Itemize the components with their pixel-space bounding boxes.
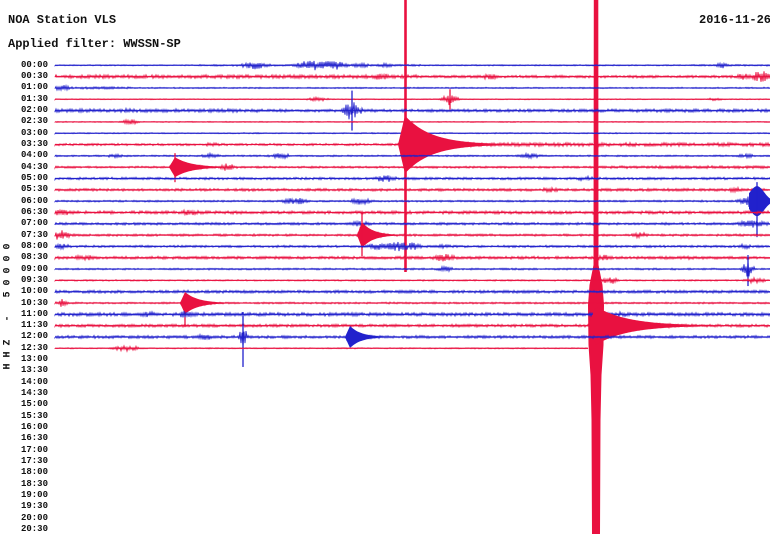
helicorder-trace [54, 84, 770, 92]
time-label: 16:00 [20, 422, 48, 433]
time-label: 09:00 [20, 263, 48, 274]
time-label: 06:30 [20, 206, 48, 217]
date-label: 2016-11-26 [699, 13, 770, 27]
time-label: 13:00 [20, 354, 48, 365]
time-label: 05:30 [20, 184, 48, 195]
helicorder-trace [54, 102, 770, 120]
time-label: 08:30 [20, 252, 48, 263]
time-label: 02:30 [20, 116, 48, 127]
time-label: 00:00 [20, 59, 48, 70]
filter-label: Applied filter: WWSSN-SP [8, 37, 181, 51]
time-label: 15:00 [20, 399, 48, 410]
time-label: 08:00 [20, 240, 48, 251]
time-label: 09:30 [20, 274, 48, 285]
helicorder-trace [54, 344, 589, 353]
time-label: 07:30 [20, 229, 48, 240]
time-label: 18:30 [20, 478, 48, 489]
helicorder-trace [54, 219, 770, 228]
helicorder-trace [54, 174, 770, 182]
time-label: 14:00 [20, 376, 48, 387]
helicorder-trace [54, 295, 770, 314]
time-label: 05:00 [20, 173, 48, 183]
time-label: 10:00 [20, 286, 48, 297]
helicorder-trace [54, 327, 770, 347]
time-label: 15:30 [20, 410, 48, 421]
time-label: 11:00 [20, 308, 48, 319]
event-envelope [355, 222, 397, 249]
helicorder-trace [54, 289, 770, 295]
event-envelope [396, 115, 510, 174]
event-envelope [586, 306, 712, 345]
helicorder-trace [54, 224, 770, 242]
station-title: NOA Station VLS [8, 13, 117, 27]
helicorder-trace [54, 151, 770, 160]
time-label: 19:30 [20, 501, 48, 512]
time-label: 03:00 [20, 127, 48, 138]
time-label: 11:30 [20, 320, 48, 331]
helicorder-trace [54, 185, 770, 194]
helicorder-trace [54, 94, 770, 106]
helicorder-trace [54, 253, 770, 262]
time-label: 16:30 [20, 433, 48, 444]
helicorder-trace [54, 276, 770, 285]
helicorder-trace [54, 186, 770, 214]
time-label: 03:30 [20, 139, 48, 150]
event-envelope [343, 326, 384, 348]
time-label: 06:00 [20, 195, 48, 206]
time-label: 01:30 [20, 93, 48, 104]
helicorder-trace [54, 310, 770, 319]
time-label: 17:00 [20, 444, 48, 455]
clipped-event-streak [588, 0, 604, 534]
time-label: 13:30 [20, 365, 48, 376]
helicorder-trace [54, 60, 770, 71]
time-label: 17:30 [20, 456, 48, 466]
time-label: 18:00 [20, 467, 48, 478]
event-envelope [167, 157, 222, 178]
time-label: 00:30 [20, 71, 48, 82]
helicorder-trace [54, 241, 770, 252]
helicorder-trace [54, 208, 770, 217]
time-label: 12:00 [20, 331, 48, 342]
time-label: 04:30 [20, 161, 48, 172]
time-label: 04:00 [20, 150, 48, 161]
helicorder-trace [54, 118, 770, 126]
time-label: 01:00 [20, 82, 48, 93]
time-label: 02:00 [20, 105, 48, 116]
time-label: 19:00 [20, 489, 48, 500]
time-label: 07:00 [20, 218, 48, 229]
event-envelope [178, 292, 225, 314]
event-envelope [749, 186, 770, 217]
time-label: 20:00 [20, 512, 48, 523]
helicorder-trace [54, 71, 770, 82]
time-label: 20:30 [20, 523, 48, 534]
time-label: 10:30 [20, 297, 48, 308]
time-label: 12:30 [20, 342, 48, 353]
time-label: 14:30 [20, 388, 48, 399]
helicorder-trace [54, 261, 770, 277]
